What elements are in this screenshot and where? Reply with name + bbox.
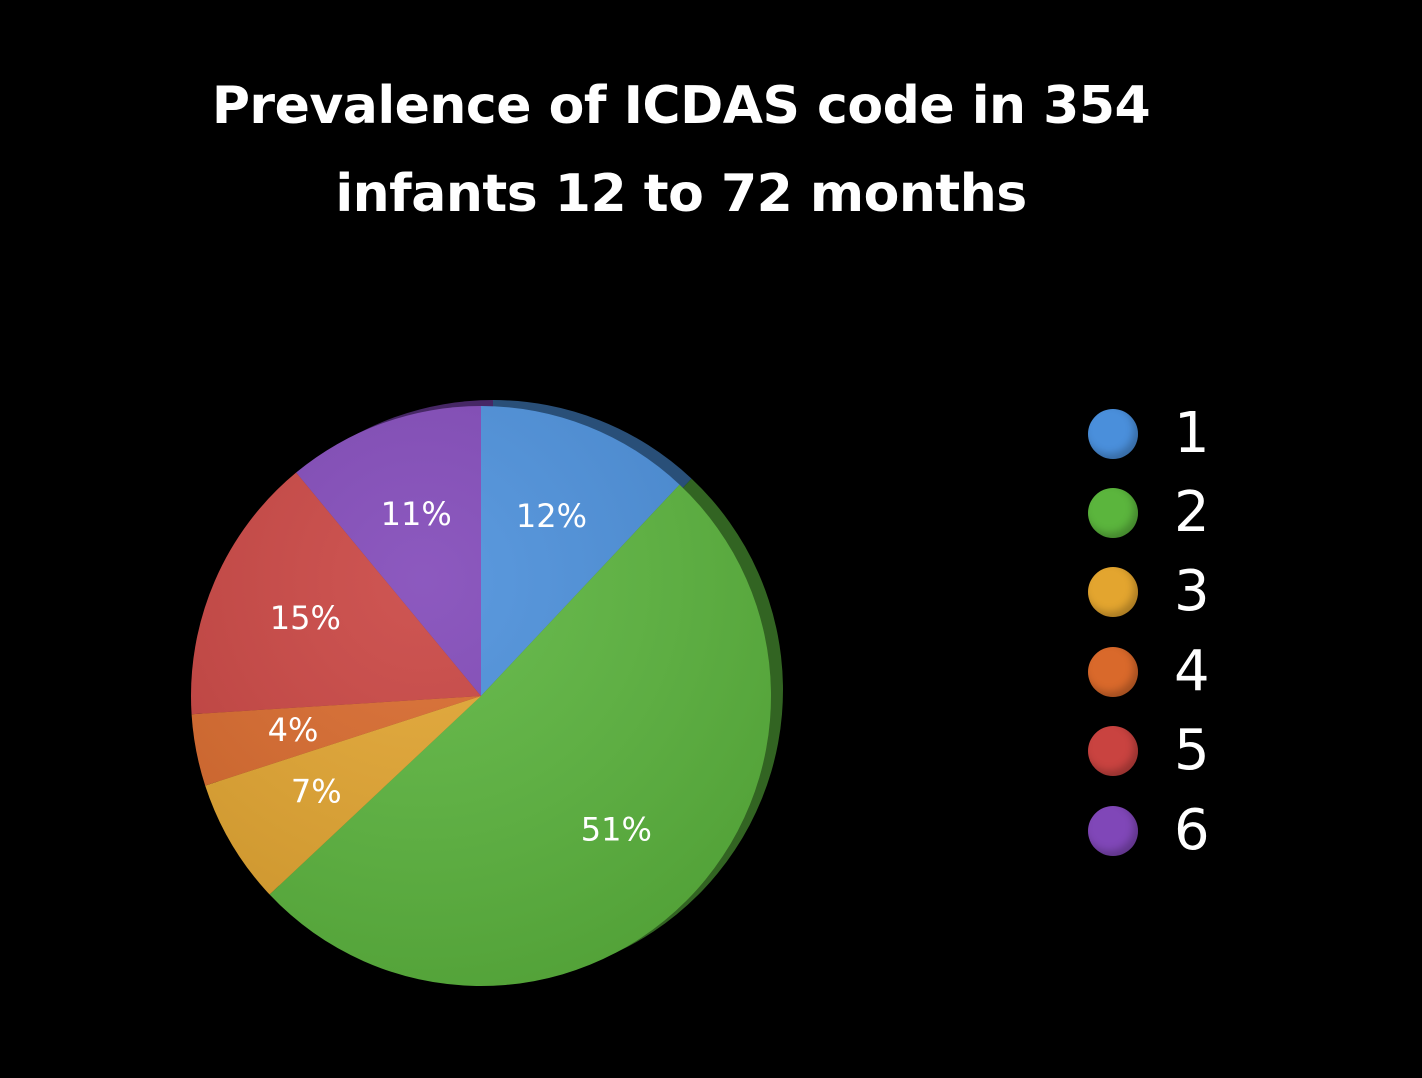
legend-label-2: 2 [1174,480,1210,546]
pie-label-2: 51% [581,810,652,848]
legend-label-3: 3 [1174,559,1210,625]
pie-labels: 12% 51% 7% 4% 15% 11% [268,495,652,848]
legend-swatch-2 [1088,488,1138,539]
legend-label-1: 1 [1174,400,1210,466]
chart-title-line-1: Prevalence of ICDAS code in 354 [211,76,1151,136]
pie-label-5: 15% [270,599,341,637]
legend-label-5: 5 [1174,718,1210,784]
pie-gloss [191,406,771,986]
pie-label-4: 4% [268,711,319,749]
legend-label-4: 4 [1174,638,1210,704]
chart-title: Prevalence of ICDAS code in 354 infants … [0,62,1362,238]
legend-swatch-1 [1088,408,1138,459]
pie-label-3: 7% [291,772,342,810]
legend-item-1: 1 [1088,394,1288,473]
legend: 1 2 3 4 5 6 [1088,394,1288,870]
legend-label-6: 6 [1174,797,1210,863]
pie-label-1: 12% [516,497,587,535]
legend-swatch-6 [1088,805,1138,856]
legend-item-6: 6 [1088,791,1288,870]
legend-item-5: 5 [1088,712,1288,791]
legend-swatch-5 [1088,726,1138,777]
legend-item-2: 2 [1088,473,1288,552]
legend-swatch-3 [1088,567,1138,618]
pie-label-6: 11% [381,495,452,533]
chart-title-line-2: infants 12 to 72 months [335,164,1027,224]
legend-item-4: 4 [1088,632,1288,711]
legend-item-3: 3 [1088,553,1288,632]
legend-swatch-4 [1088,646,1138,697]
